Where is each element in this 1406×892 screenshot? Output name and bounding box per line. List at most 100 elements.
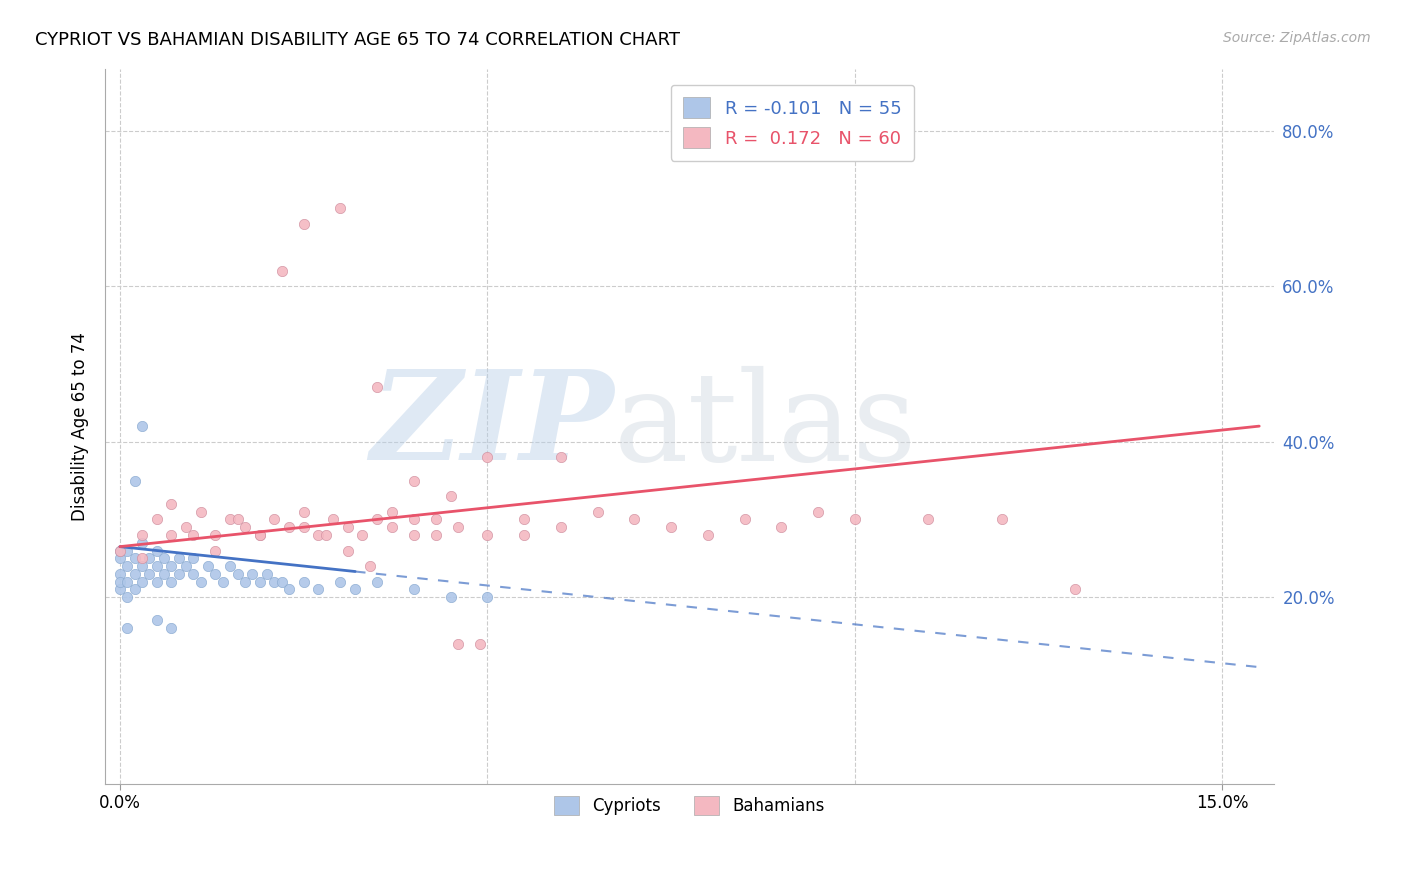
- Point: [153, 566, 176, 581]
- Point: [402, 582, 425, 597]
- Point: [197, 559, 219, 574]
- Point: [292, 574, 315, 589]
- Point: [352, 528, 374, 542]
- Point: [322, 512, 344, 526]
- Point: [447, 520, 470, 534]
- Point: [336, 543, 359, 558]
- Point: [226, 566, 249, 581]
- Point: [270, 574, 292, 589]
- Point: [468, 637, 491, 651]
- Point: [117, 590, 139, 604]
- Point: [477, 450, 499, 465]
- Point: [917, 512, 939, 526]
- Point: [366, 574, 388, 589]
- Point: [145, 559, 167, 574]
- Point: [124, 582, 146, 597]
- Point: [315, 528, 337, 542]
- Point: [402, 474, 425, 488]
- Point: [697, 528, 720, 542]
- Point: [160, 559, 183, 574]
- Point: [263, 512, 285, 526]
- Point: [233, 574, 256, 589]
- Point: [240, 566, 263, 581]
- Point: [249, 528, 271, 542]
- Point: [359, 559, 381, 574]
- Point: [226, 512, 249, 526]
- Point: [249, 574, 271, 589]
- Point: [108, 543, 131, 558]
- Point: [117, 543, 139, 558]
- Point: [991, 512, 1014, 526]
- Point: [167, 566, 190, 581]
- Point: [160, 621, 183, 635]
- Point: [131, 528, 153, 542]
- Point: [366, 380, 388, 394]
- Point: [124, 551, 146, 566]
- Point: [440, 489, 463, 503]
- Point: [219, 559, 242, 574]
- Point: [108, 574, 131, 589]
- Point: [292, 505, 315, 519]
- Point: [278, 582, 301, 597]
- Text: CYPRIOT VS BAHAMIAN DISABILITY AGE 65 TO 74 CORRELATION CHART: CYPRIOT VS BAHAMIAN DISABILITY AGE 65 TO…: [35, 31, 681, 49]
- Point: [381, 505, 404, 519]
- Point: [402, 528, 425, 542]
- Point: [513, 512, 536, 526]
- Point: [108, 543, 131, 558]
- Point: [153, 551, 176, 566]
- Point: [307, 528, 329, 542]
- Point: [138, 566, 160, 581]
- Point: [550, 450, 572, 465]
- Point: [160, 574, 183, 589]
- Point: [292, 520, 315, 534]
- Point: [263, 574, 285, 589]
- Point: [117, 621, 139, 635]
- Point: [211, 574, 233, 589]
- Point: [204, 528, 226, 542]
- Point: [440, 590, 463, 604]
- Point: [138, 551, 160, 566]
- Point: [278, 520, 301, 534]
- Point: [807, 505, 830, 519]
- Point: [108, 582, 131, 597]
- Point: [659, 520, 682, 534]
- Point: [174, 559, 197, 574]
- Point: [131, 535, 153, 549]
- Text: atlas: atlas: [613, 366, 917, 487]
- Point: [233, 520, 256, 534]
- Point: [623, 512, 645, 526]
- Point: [131, 419, 153, 434]
- Point: [292, 217, 315, 231]
- Point: [204, 543, 226, 558]
- Point: [160, 528, 183, 542]
- Point: [329, 202, 352, 216]
- Y-axis label: Disability Age 65 to 74: Disability Age 65 to 74: [72, 332, 89, 521]
- Point: [204, 566, 226, 581]
- Point: [513, 528, 536, 542]
- Point: [124, 474, 146, 488]
- Legend: Cypriots, Bahamians: Cypriots, Bahamians: [544, 786, 835, 825]
- Point: [190, 574, 212, 589]
- Point: [219, 512, 242, 526]
- Point: [249, 528, 271, 542]
- Point: [190, 505, 212, 519]
- Text: Source: ZipAtlas.com: Source: ZipAtlas.com: [1223, 31, 1371, 45]
- Point: [117, 574, 139, 589]
- Point: [586, 505, 609, 519]
- Point: [329, 574, 352, 589]
- Point: [183, 566, 205, 581]
- Point: [174, 520, 197, 534]
- Point: [336, 520, 359, 534]
- Point: [167, 551, 190, 566]
- Point: [307, 582, 329, 597]
- Point: [108, 566, 131, 581]
- Point: [131, 559, 153, 574]
- Point: [1064, 582, 1087, 597]
- Point: [770, 520, 793, 534]
- Point: [844, 512, 866, 526]
- Point: [183, 551, 205, 566]
- Point: [447, 637, 470, 651]
- Point: [131, 551, 153, 566]
- Point: [402, 512, 425, 526]
- Point: [145, 512, 167, 526]
